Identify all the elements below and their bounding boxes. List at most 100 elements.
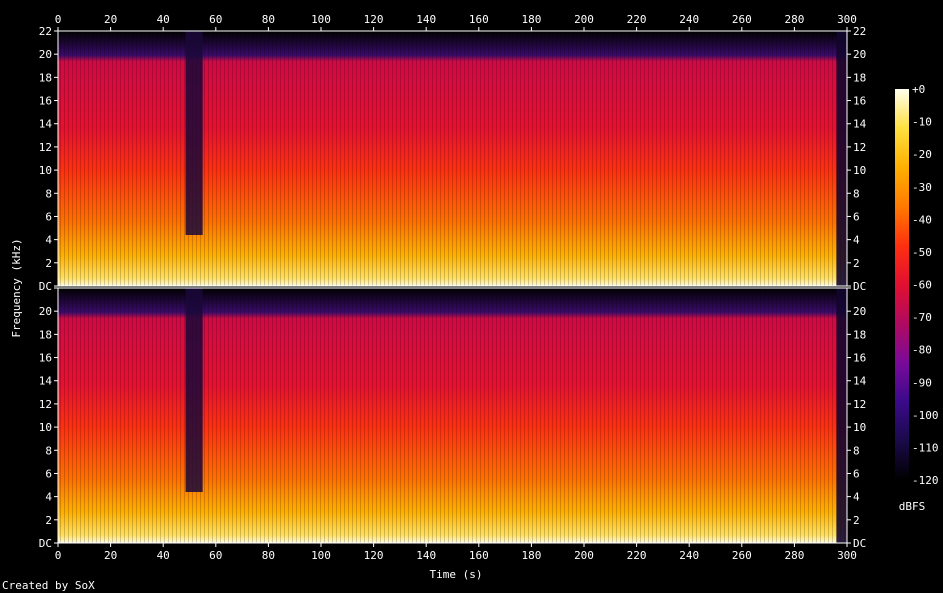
x-tick-label: 260: [732, 13, 752, 26]
y-tick-label: 10: [853, 421, 866, 434]
x-tick-label: 280: [784, 13, 804, 26]
spectrogram-texture: [58, 288, 847, 543]
y-tick-label: 20: [853, 305, 866, 318]
x-tick-label: 20: [104, 549, 117, 562]
y-tick-label: 6: [853, 467, 860, 480]
quiet-gap: [185, 288, 203, 492]
y-tick-label: 12: [39, 141, 52, 154]
y-tick-label: 18: [853, 71, 866, 84]
y-tick-label: 16: [853, 95, 866, 108]
colorbar-tick-label: -70: [912, 311, 932, 324]
x-tick-label: 0: [55, 549, 62, 562]
y-tick-label: 6: [853, 210, 860, 223]
y-tick-label: DC: [39, 280, 52, 293]
colorbar-tick-label: -110: [912, 441, 939, 454]
x-tick-label: 0: [55, 13, 62, 26]
y-tick-label: 18: [39, 71, 52, 84]
y-tick-label: 10: [39, 421, 52, 434]
colorbar-tick-label: -100: [912, 409, 939, 422]
x-tick-label: 280: [784, 549, 804, 562]
colorbar-tick-label: -10: [912, 116, 932, 129]
y-tick-label: 14: [853, 375, 867, 388]
y-tick-label: 20: [39, 48, 52, 61]
x-tick-label: 180: [521, 13, 541, 26]
colorbar: [895, 89, 909, 480]
colorbar-tick-label: -120: [912, 474, 939, 487]
fade-out-region: [836, 31, 847, 286]
y-tick-label: DC: [853, 537, 866, 550]
x-tick-label: 300: [837, 13, 857, 26]
x-tick-label: 240: [679, 13, 699, 26]
x-tick-label: 100: [311, 13, 331, 26]
x-tick-label: 40: [157, 13, 170, 26]
y-tick-label: 4: [45, 491, 52, 504]
colorbar-tick-label: -90: [912, 376, 932, 389]
y-tick-label: 16: [39, 352, 52, 365]
y-tick-label: 8: [853, 187, 860, 200]
colorbar-tick-label: +0: [912, 83, 925, 96]
x-tick-label: 60: [209, 13, 222, 26]
x-tick-label: 140: [416, 549, 436, 562]
x-tick-label: 300: [837, 549, 857, 562]
y-tick-label: 4: [853, 491, 860, 504]
y-tick-label: 2: [45, 514, 52, 527]
quiet-gap: [185, 31, 203, 235]
y-tick-label: 18: [853, 328, 866, 341]
x-tick-label: 100: [311, 549, 331, 562]
y-tick-label: 4: [853, 234, 860, 247]
x-tick-label: 80: [262, 549, 275, 562]
x-tick-label: 260: [732, 549, 752, 562]
x-tick-label: 160: [469, 549, 489, 562]
x-tick-label: 120: [364, 13, 384, 26]
x-tick-label: 180: [521, 549, 541, 562]
x-axis-label: Time (s): [430, 568, 483, 581]
x-tick-label: 240: [679, 549, 699, 562]
y-tick-label: 22: [39, 25, 52, 38]
y-tick-label: 6: [45, 210, 52, 223]
y-tick-label: 8: [45, 187, 52, 200]
y-tick-label: 8: [45, 444, 52, 457]
y-tick-label: 18: [39, 328, 52, 341]
y-tick-label: 22: [853, 25, 866, 38]
y-tick-label: 16: [39, 95, 52, 108]
colorbar-tick-label: -40: [912, 213, 932, 226]
colorbar-tick-label: -80: [912, 344, 932, 357]
footer-credit: Created by SoX: [2, 579, 95, 592]
spectrogram-texture: [58, 31, 847, 286]
colorbar-tick-label: -30: [912, 181, 932, 194]
y-axis-label: Frequency (kHz): [10, 238, 23, 337]
y-tick-label: DC: [853, 280, 866, 293]
x-tick-label: 140: [416, 13, 436, 26]
y-tick-label: 2: [45, 257, 52, 270]
x-tick-label: 120: [364, 549, 384, 562]
y-tick-label: DC: [39, 537, 52, 550]
y-tick-label: 14: [39, 375, 53, 388]
x-tick-label: 220: [627, 13, 647, 26]
y-tick-label: 12: [853, 141, 866, 154]
x-tick-label: 20: [104, 13, 117, 26]
colorbar-tick-label: -60: [912, 279, 932, 292]
colorbar-tick-label: -50: [912, 246, 932, 259]
y-tick-label: 20: [853, 48, 866, 61]
y-tick-label: 16: [853, 352, 866, 365]
y-tick-label: 4: [45, 234, 52, 247]
colorbar-unit-label: dBFS: [899, 500, 926, 513]
channel-panel-1: [57, 30, 848, 287]
channel-panel-2: [57, 287, 848, 544]
y-tick-label: 2: [853, 514, 860, 527]
y-tick-label: 10: [853, 164, 866, 177]
y-tick-label: 8: [853, 444, 860, 457]
x-tick-label: 200: [574, 549, 594, 562]
y-tick-label: 12: [853, 398, 866, 411]
colorbar-tick-label: -20: [912, 148, 932, 161]
x-tick-label: 60: [209, 549, 222, 562]
y-tick-label: 12: [39, 398, 52, 411]
x-tick-label: 220: [627, 549, 647, 562]
x-tick-label: 200: [574, 13, 594, 26]
y-tick-label: 14: [853, 118, 867, 131]
y-tick-label: 14: [39, 118, 53, 131]
x-tick-label: 160: [469, 13, 489, 26]
panel-frame: [57, 30, 848, 287]
x-tick-label: 80: [262, 13, 275, 26]
